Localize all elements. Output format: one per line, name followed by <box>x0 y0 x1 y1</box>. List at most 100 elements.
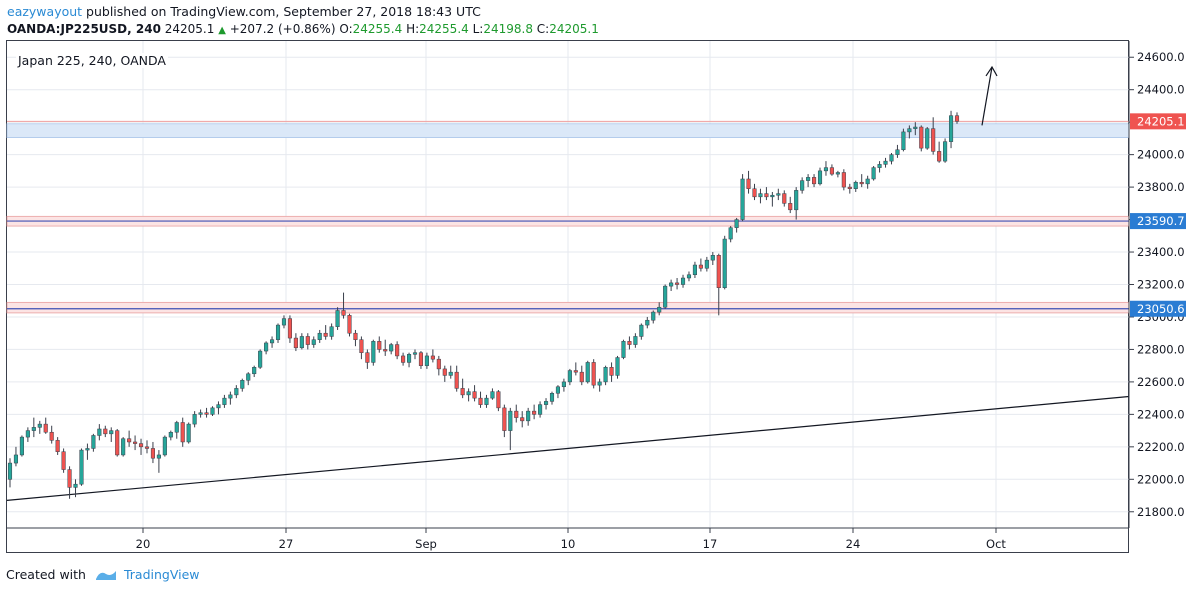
candle-body <box>645 319 650 326</box>
candle-body <box>812 177 817 185</box>
candle-body <box>514 410 519 418</box>
candle-body <box>907 128 912 133</box>
candle-body <box>305 336 310 345</box>
y-tick-label: 22600.0 <box>1137 375 1185 389</box>
candle-body <box>770 194 775 198</box>
candle-body <box>621 341 626 358</box>
candle-body <box>359 339 364 353</box>
candle-body <box>591 362 596 386</box>
candle-body <box>639 324 644 337</box>
candle-body <box>240 380 245 389</box>
candle-body <box>788 203 793 211</box>
candle-body <box>401 355 406 363</box>
candle-body <box>156 454 161 459</box>
candle-body <box>746 178 751 189</box>
price-label-box <box>1130 213 1186 230</box>
y-tick-label: 21800.0 <box>1137 505 1185 519</box>
y-tick-label: 24000.0 <box>1137 148 1185 162</box>
candle-body <box>609 367 614 376</box>
support-zone <box>6 301 1130 314</box>
candle-body <box>484 397 489 405</box>
candle-body <box>573 370 578 373</box>
candle-body <box>347 315 352 334</box>
candle-body <box>931 128 936 152</box>
candle-body <box>192 414 197 425</box>
candle-body <box>663 285 668 308</box>
candle-body <box>520 417 525 422</box>
x-tick-label: 24 <box>846 537 861 551</box>
y-tick-label: 23800.0 <box>1137 180 1185 194</box>
candle-body <box>91 435 96 449</box>
candle-body <box>436 358 441 370</box>
candle-body <box>448 371 453 376</box>
candle-body <box>615 357 620 376</box>
chart-title: Japan 225, 240, OANDA <box>16 53 168 68</box>
tradingview-logo-icon <box>95 570 116 580</box>
candle-body <box>424 355 429 366</box>
price-change: +207.2 (+0.86%) <box>229 22 336 36</box>
author-link[interactable]: eazywayout <box>7 4 83 19</box>
candle-body <box>823 167 829 172</box>
candle-body <box>752 188 757 198</box>
candle-body <box>627 341 632 345</box>
y-tick-label: 22400.0 <box>1137 407 1185 421</box>
projection-arrow <box>981 66 993 126</box>
candle-body <box>133 441 138 444</box>
x-tick-label: 10 <box>561 537 576 551</box>
candle-body <box>669 282 674 287</box>
price-chart[interactable]: 21800.0 22000.0 22200.0 22400.0 22600.0 22800… <box>0 0 1188 560</box>
candle-body <box>543 401 549 405</box>
low-value: 24198.8 <box>483 22 533 36</box>
candle-body <box>603 367 608 383</box>
candle-body <box>597 381 602 386</box>
low-label: L: <box>472 22 484 36</box>
candle-body <box>109 430 114 435</box>
candle-body <box>555 386 560 394</box>
candle-body <box>889 154 894 162</box>
candle-body <box>943 141 948 162</box>
candle-body <box>901 131 906 151</box>
x-tick-label: Sep <box>415 537 437 551</box>
candle-body <box>508 410 513 431</box>
candle-body <box>258 350 263 368</box>
candle-body <box>103 428 108 435</box>
candle-body <box>216 404 221 409</box>
candle-body <box>806 177 811 181</box>
candle-body <box>115 430 120 456</box>
candle-body <box>395 344 400 357</box>
candle-body <box>800 180 805 191</box>
candle-body <box>377 341 382 350</box>
candle-body <box>722 238 727 288</box>
candle-body <box>698 264 703 269</box>
last-price: 24205.1 <box>164 22 215 36</box>
candle-body <box>293 337 298 349</box>
candle-body <box>841 172 846 188</box>
candle-body <box>877 164 882 168</box>
candle-body <box>937 151 942 162</box>
candle-body <box>853 181 858 189</box>
y-tick-label: 22000.0 <box>1137 472 1185 486</box>
price-label-text: 23050.6 <box>1137 302 1185 316</box>
price-label-text: 24205.1 <box>1137 114 1185 128</box>
candle-body <box>532 410 537 415</box>
candle-body <box>704 259 709 269</box>
candle-body <box>287 318 292 339</box>
candle-body <box>680 277 686 285</box>
candle-body <box>246 373 251 381</box>
candle-body <box>764 193 769 198</box>
tradingview-link[interactable]: TradingView <box>123 567 200 582</box>
candle-body <box>948 115 954 142</box>
candle-body <box>49 431 54 441</box>
candle-body <box>794 190 799 211</box>
candle-body <box>496 391 501 409</box>
price-label-box <box>1130 300 1186 317</box>
created-with-text: Created with <box>6 567 86 582</box>
candle-body <box>442 368 447 376</box>
candle-body <box>180 422 185 443</box>
candle-body <box>270 339 275 344</box>
candle-body <box>335 310 340 327</box>
candle-body <box>97 428 102 436</box>
candle-body <box>430 355 435 360</box>
symbol-name: OANDA:JP225USD, 240 <box>7 22 161 36</box>
candle-body <box>502 407 507 431</box>
